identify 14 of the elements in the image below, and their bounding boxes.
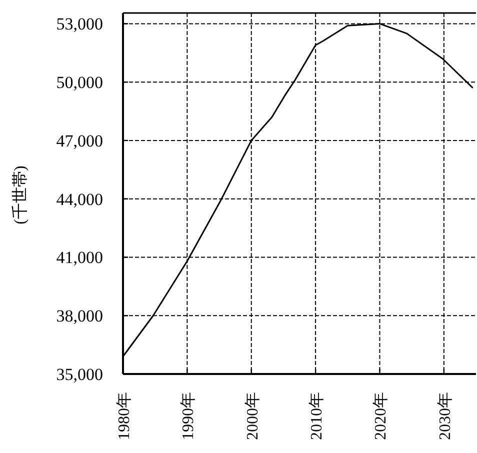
y-tick-label: 53,000 — [56, 14, 103, 34]
y-tick-label: 50,000 — [56, 73, 103, 92]
x-tick-label: 2000年 — [244, 392, 262, 440]
y-tick-label: 35,000 — [56, 365, 103, 384]
x-tick-label: 2020年 — [372, 392, 390, 440]
x-tick-label: 2030年 — [436, 392, 454, 440]
x-tick-label: 1980年 — [116, 392, 133, 440]
x-tick-label: 2010年 — [308, 392, 326, 440]
y-tick-label: 38,000 — [56, 306, 103, 326]
y-tick-label: 47,000 — [56, 131, 103, 150]
x-tick-label: 1990年 — [180, 392, 198, 440]
y-tick-label: 44,000 — [56, 190, 103, 209]
y-tick-label: 41,000 — [56, 248, 103, 268]
y-axis-title: (千世帯) — [11, 166, 29, 224]
